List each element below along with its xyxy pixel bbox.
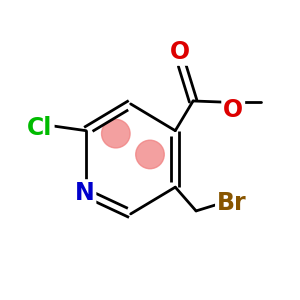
Text: O: O bbox=[170, 40, 190, 64]
Circle shape bbox=[102, 119, 130, 148]
Text: Br: Br bbox=[217, 191, 247, 215]
Text: Cl: Cl bbox=[27, 116, 53, 140]
Circle shape bbox=[136, 140, 164, 169]
Text: O: O bbox=[223, 98, 243, 122]
Text: N: N bbox=[75, 181, 94, 205]
